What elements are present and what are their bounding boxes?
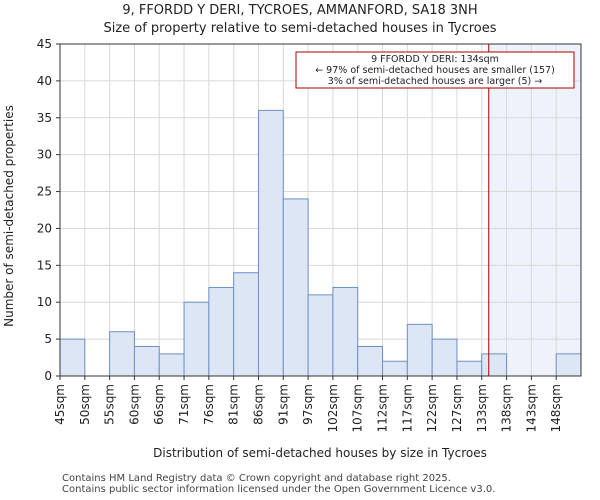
x-tick-label: 45sqm [53,384,67,425]
x-tick-label: 117sqm [400,384,414,432]
bar-117sqm [406,323,433,377]
x-tick-label: 148sqm [549,384,563,432]
bar-127sqm [456,360,483,377]
x-tick-label: 55sqm [103,384,117,425]
y-tick-label: 30 [37,148,52,162]
x-tick-label: 102sqm [326,384,340,432]
bar-97sqm [307,294,334,377]
x-tick-label: 60sqm [127,384,141,425]
bar-122sqm [431,338,458,377]
x-tick-label: 112sqm [376,384,390,432]
bar-76sqm [208,286,235,377]
x-tick-label: 50sqm [78,384,92,425]
x-tick-label: 71sqm [177,384,191,425]
footer-line-1: Contains HM Land Registry data © Crown c… [62,473,451,484]
x-tick-label: 133sqm [475,384,489,432]
x-tick-label: 66sqm [152,384,166,425]
y-tick-label: 45 [37,37,52,51]
y-axis-label: Number of semi-detached properties [2,105,16,327]
chart-subtitle: Size of property relative to semi-detach… [103,21,497,36]
bar-55sqm [109,331,135,377]
annotation-box [295,51,575,89]
y-tick-label: 35 [37,111,52,125]
bar-133sqm [481,353,508,377]
x-tick-label: 143sqm [524,384,538,432]
x-tick-label: 91sqm [276,384,290,425]
x-tick-label: 86sqm [251,384,265,425]
bar-148sqm [555,353,582,377]
annotation-text-1: 9 FFORDD Y DERI: 134sqm [371,54,499,65]
bar-112sqm [382,360,408,377]
bar-81sqm [233,272,259,377]
chart-title-block: 9, FFORDD Y DERI, TYCROES, AMMANFORD, SA… [0,2,600,38]
annotation-text-3: 3% of semi-detached houses are larger (5… [328,76,542,87]
annotation-text-2: ← 97% of semi-detached houses are smalle… [315,65,555,76]
x-tick-label: 122sqm [425,384,439,432]
footer-line-2: Contains public sector information licen… [62,484,496,495]
x-tick-label: 138sqm [500,384,514,432]
bar-71sqm [183,301,210,377]
y-tick-label: 5 [44,332,52,346]
chart-title: 9, FFORDD Y DERI, TYCROES, AMMANFORD, SA… [122,3,478,18]
bar-66sqm [158,353,185,377]
footer: Contains HM Land Registry data © Crown c… [62,473,495,495]
bar-91sqm [282,198,309,377]
x-tick-label: 81sqm [227,384,241,425]
y-tick-label: 0 [44,369,52,383]
y-tick-label: 10 [37,295,52,309]
x-tick-label: 76sqm [202,384,216,425]
bar-86sqm [257,109,284,377]
bar-107sqm [357,345,384,377]
y-tick-label: 20 [37,221,52,235]
y-tick-label: 15 [37,258,52,272]
bar-60sqm [133,345,160,377]
x-tick-label: 97sqm [301,384,315,425]
larger-region-highlight [488,44,581,376]
bar-102sqm [332,286,359,377]
x-tick-label: 127sqm [450,384,464,432]
x-axis-label: Distribution of semi-detached houses by … [153,446,487,460]
x-tick-label: 107sqm [351,384,365,432]
bar-45sqm [59,338,86,377]
y-tick-label: 40 [37,74,52,88]
plot-frame [59,43,582,377]
y-tick-label: 25 [37,185,52,199]
